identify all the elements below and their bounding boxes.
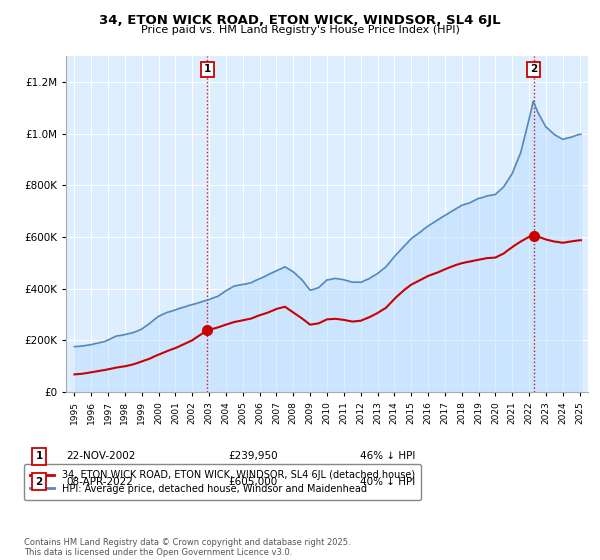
Text: 1: 1: [204, 64, 211, 74]
Text: 08-APR-2022: 08-APR-2022: [66, 477, 133, 487]
Text: £239,950: £239,950: [228, 451, 278, 461]
Text: 46% ↓ HPI: 46% ↓ HPI: [360, 451, 415, 461]
Text: Price paid vs. HM Land Registry's House Price Index (HPI): Price paid vs. HM Land Registry's House …: [140, 25, 460, 35]
Text: 34, ETON WICK ROAD, ETON WICK, WINDSOR, SL4 6JL: 34, ETON WICK ROAD, ETON WICK, WINDSOR, …: [99, 14, 501, 27]
Text: 2: 2: [530, 64, 537, 74]
Text: 40% ↓ HPI: 40% ↓ HPI: [360, 477, 415, 487]
Text: £605,000: £605,000: [228, 477, 277, 487]
Text: 1: 1: [35, 451, 43, 461]
Text: 22-NOV-2002: 22-NOV-2002: [66, 451, 136, 461]
Text: Contains HM Land Registry data © Crown copyright and database right 2025.
This d: Contains HM Land Registry data © Crown c…: [24, 538, 350, 557]
Legend: 34, ETON WICK ROAD, ETON WICK, WINDSOR, SL4 6JL (detached house), HPI: Average p: 34, ETON WICK ROAD, ETON WICK, WINDSOR, …: [24, 464, 421, 500]
Text: 2: 2: [35, 477, 43, 487]
